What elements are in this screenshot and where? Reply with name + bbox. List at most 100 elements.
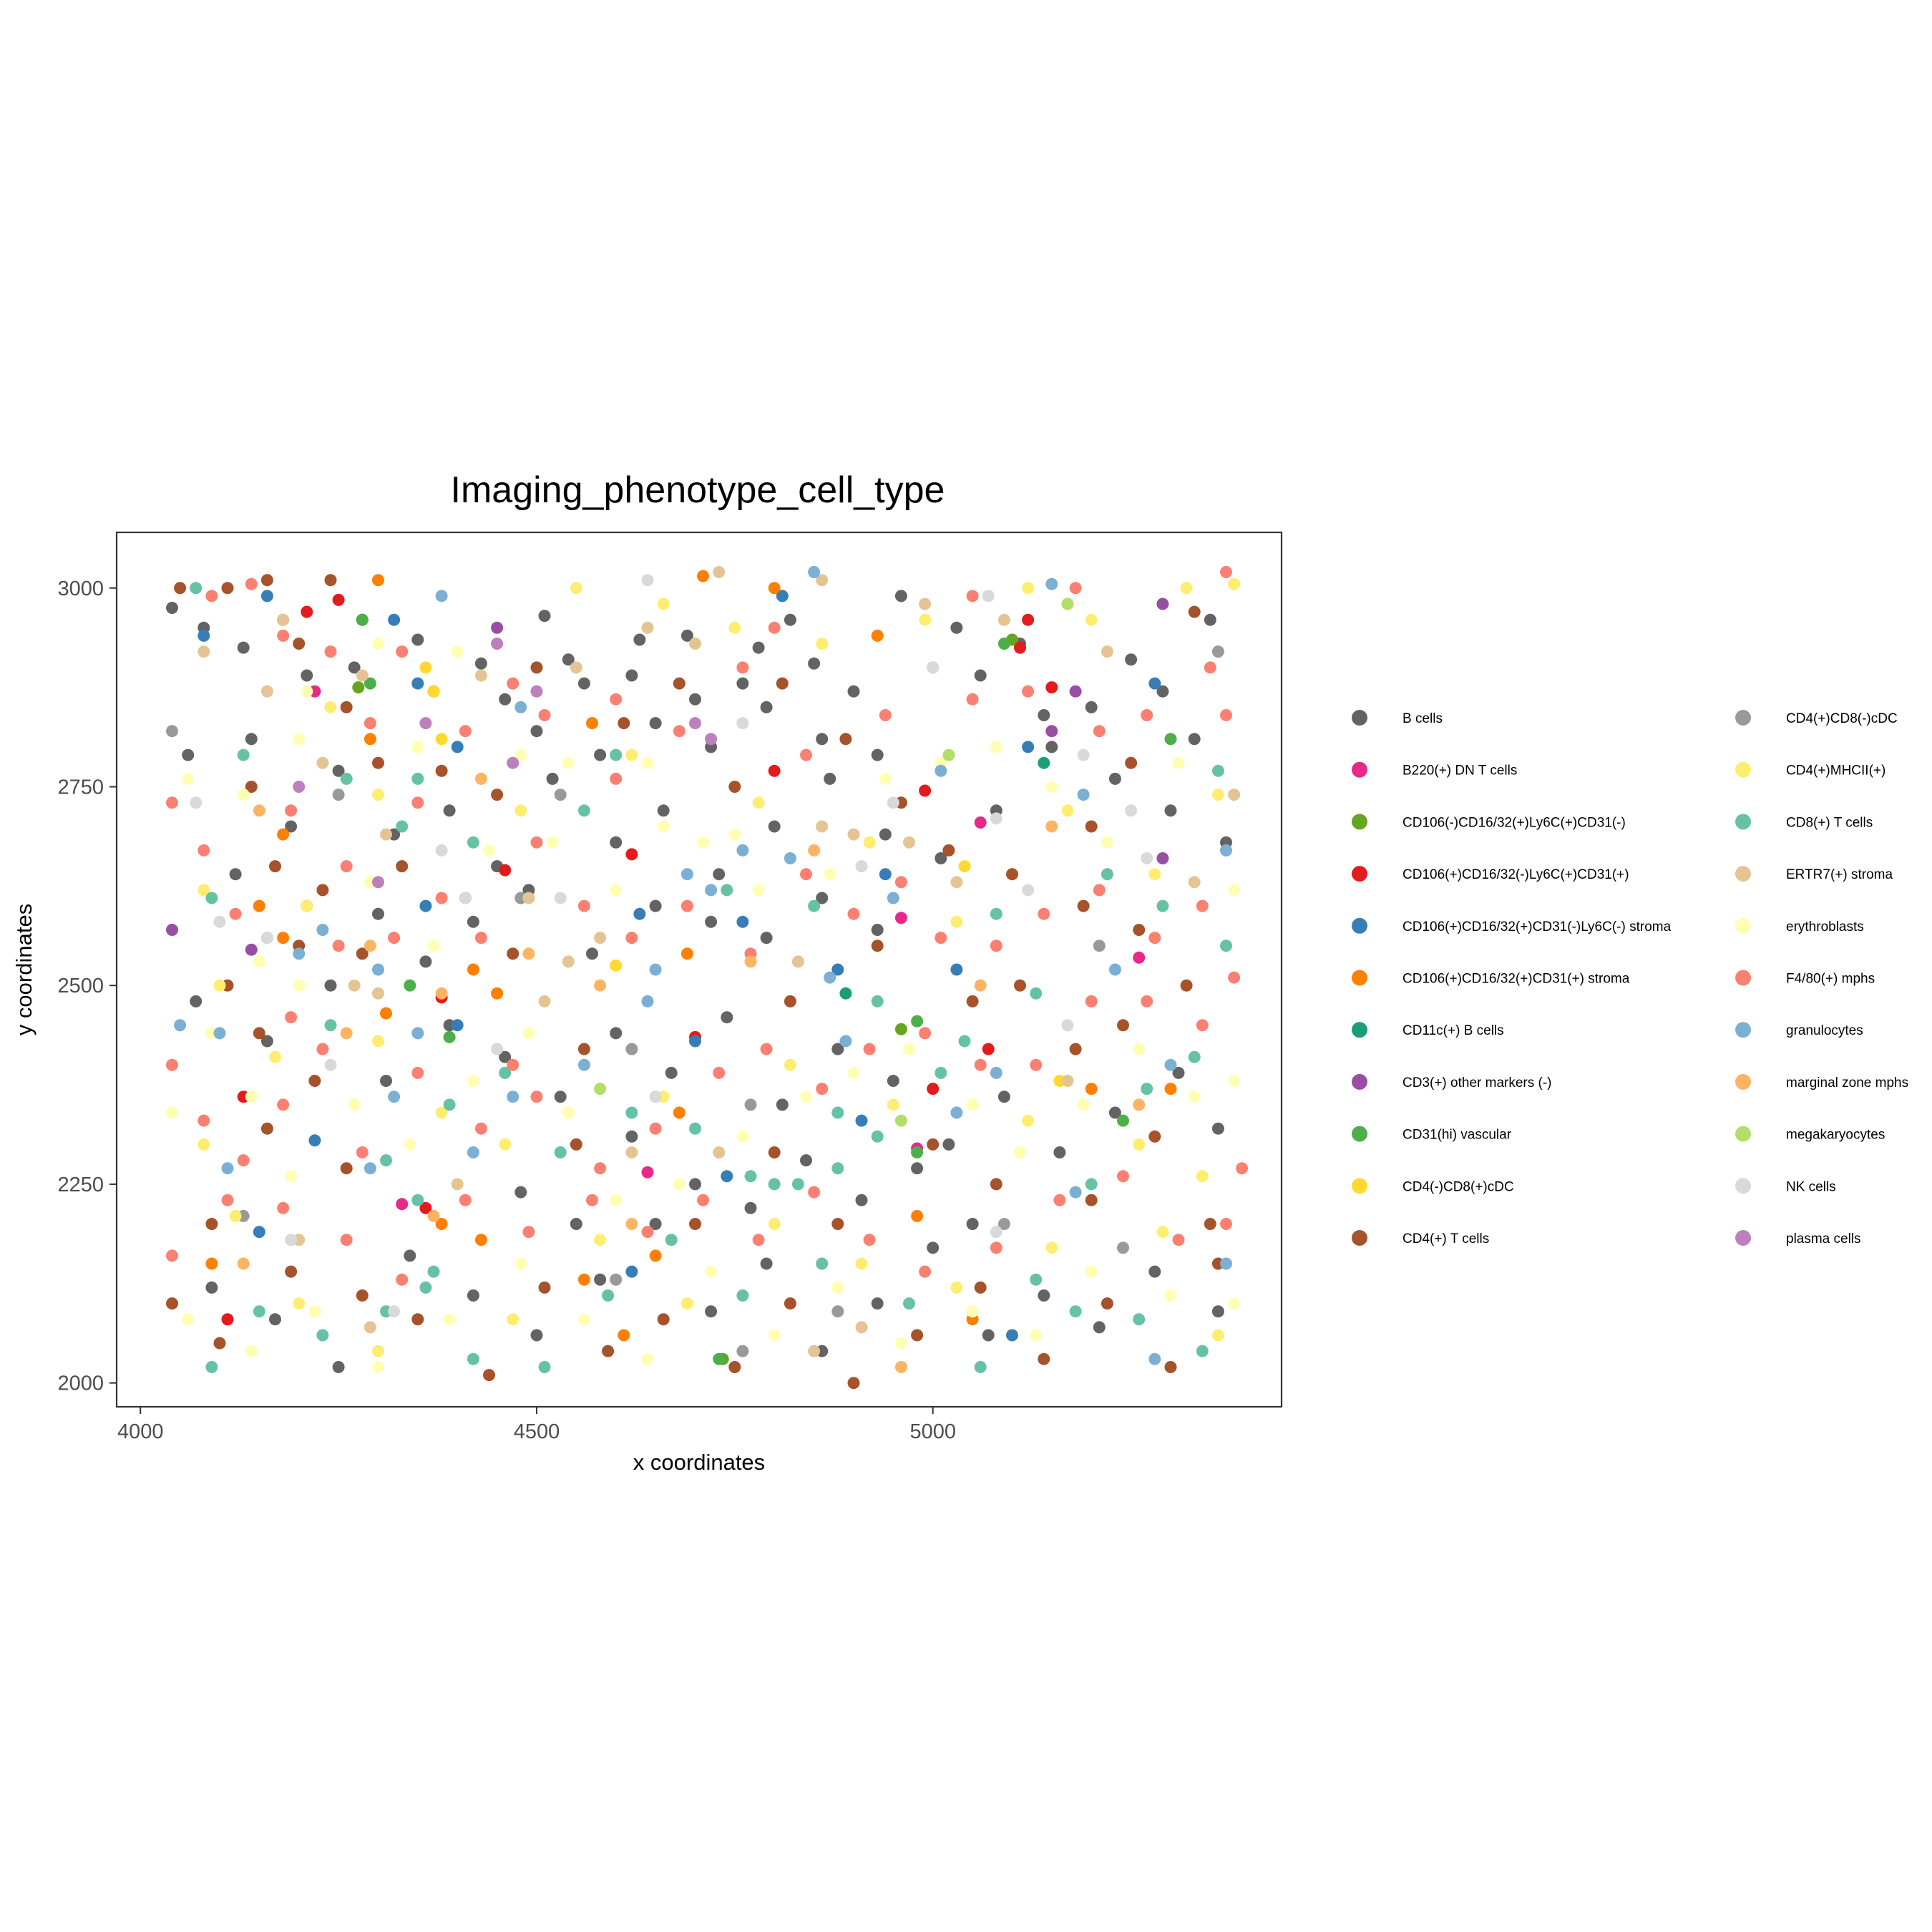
point-marginal-zone-mphs bbox=[237, 1257, 250, 1270]
legend-key-b220-dn-t-cells bbox=[1352, 761, 1367, 778]
legend-key-cd106-cd16-32-ly6c-cd31 bbox=[1352, 866, 1367, 882]
point-cd4-t-cells bbox=[1188, 605, 1201, 618]
point-cd106-cd16-32-cd31-ly6c-stroma bbox=[411, 677, 424, 690]
point-cd106-cd16-32-cd31-stroma bbox=[380, 1007, 392, 1020]
point-cd4-t-cells bbox=[166, 1297, 178, 1310]
point-cd8-t-cells bbox=[1085, 1178, 1098, 1191]
point-f4-80-mphs bbox=[340, 1234, 353, 1246]
point-f4-80-mphs bbox=[919, 1265, 932, 1278]
legend-key-cd106-cd16-32-cd31-stroma bbox=[1352, 970, 1367, 986]
point-f4-80-mphs bbox=[1196, 899, 1209, 912]
point-erythroblasts bbox=[522, 1027, 535, 1040]
point-nk-cells bbox=[649, 1091, 662, 1103]
point-cd8-t-cells bbox=[903, 1297, 915, 1310]
point-granulocytes bbox=[316, 924, 329, 936]
point-cd106-cd16-32-cd31-ly6c-stroma bbox=[419, 899, 432, 912]
point-ertr7-stroma bbox=[689, 638, 701, 650]
point-marginal-zone-mphs bbox=[522, 947, 535, 960]
point-b-cells bbox=[245, 733, 258, 746]
point-f4-80-mphs bbox=[990, 940, 1002, 952]
point-b-cells bbox=[610, 836, 623, 849]
point-cd4-mhcii bbox=[324, 701, 337, 713]
point-cd106-cd16-32-cd31-ly6c-stroma bbox=[721, 1170, 733, 1183]
point-cd8-t-cells bbox=[380, 1154, 392, 1167]
point-b-cells bbox=[594, 1273, 607, 1286]
point-b220-dn-t-cells bbox=[641, 1166, 654, 1179]
point-cd11c-b-cells bbox=[839, 987, 852, 1000]
point-ertr7-stroma bbox=[919, 597, 932, 610]
point-cd4-t-cells bbox=[1125, 756, 1138, 769]
point-cd8-t-cells bbox=[1133, 1313, 1146, 1326]
point-cd8-t-cells bbox=[467, 1352, 479, 1365]
point-cd106-cd16-32-cd31-ly6c-stroma bbox=[855, 1114, 868, 1127]
point-b-cells bbox=[1172, 1066, 1185, 1079]
point-granulocytes bbox=[1069, 1186, 1082, 1199]
point-ertr7-stroma bbox=[855, 1321, 868, 1334]
point-cd4-mhcii bbox=[1211, 789, 1224, 801]
point-b-cells bbox=[966, 1218, 979, 1230]
point-cd4-t-cells bbox=[728, 1361, 741, 1373]
point-cd8-t-cells bbox=[1069, 1305, 1082, 1318]
point-cd4-cd8-cdc bbox=[736, 1345, 749, 1357]
point-b-cells bbox=[1211, 1122, 1224, 1135]
point-erythroblasts bbox=[514, 748, 527, 761]
point-f4-80-mphs bbox=[507, 677, 519, 690]
point-cd8-t-cells bbox=[831, 1106, 844, 1119]
point-erythroblasts bbox=[1077, 1098, 1090, 1111]
point-b-cells bbox=[499, 1050, 512, 1063]
point-b-cells bbox=[610, 1027, 623, 1040]
point-cd4-t-cells bbox=[260, 574, 273, 587]
point-erythroblasts bbox=[285, 1170, 298, 1183]
point-cd4-mhcii bbox=[1211, 1329, 1224, 1342]
point-erythroblasts bbox=[641, 756, 654, 769]
point-granulocytes bbox=[1045, 577, 1058, 590]
point-b220-dn-t-cells bbox=[974, 816, 987, 829]
point-granulocytes bbox=[808, 566, 821, 578]
y-axis-label: y coordinates bbox=[11, 904, 36, 1035]
point-f4-80-mphs bbox=[800, 748, 812, 761]
point-cd106-cd16-32-ly6c-cd31 bbox=[301, 605, 313, 618]
y-tick-label: 3000 bbox=[57, 577, 104, 600]
point-b-cells bbox=[1164, 804, 1177, 817]
point-cd4-mhcii bbox=[213, 979, 226, 992]
point-granulocytes bbox=[784, 852, 796, 864]
point-granulocytes bbox=[514, 701, 527, 713]
point-b-cells bbox=[950, 621, 963, 634]
point-cd4-t-cells bbox=[1085, 1194, 1098, 1206]
point-b-cells bbox=[633, 633, 646, 646]
point-cd4-mhcii bbox=[197, 884, 210, 897]
point-cd4-mhcii bbox=[1045, 1241, 1058, 1254]
point-cd8-t-cells bbox=[253, 1305, 265, 1318]
point-cd106-cd16-32-ly6c-cd31 bbox=[221, 1313, 234, 1326]
point-nk-cells bbox=[982, 590, 995, 602]
point-b-cells bbox=[332, 764, 345, 777]
point-cd4-mhcii bbox=[435, 1106, 448, 1119]
point-erythroblasts bbox=[1228, 1297, 1241, 1310]
point-b-cells bbox=[871, 1297, 884, 1310]
point-b-cells bbox=[935, 852, 947, 864]
point-f4-80-mphs bbox=[894, 876, 907, 889]
point-cd4-t-cells bbox=[784, 1297, 796, 1310]
point-cd4-cd8-cdc bbox=[1117, 1241, 1129, 1254]
point-cd4-cd8-cdc bbox=[427, 685, 440, 698]
point-cd4-mhcii bbox=[855, 1257, 868, 1270]
x-axis-label: x coordinates bbox=[633, 1450, 765, 1475]
point-b-cells bbox=[190, 995, 203, 1008]
point-erythroblasts bbox=[673, 1178, 686, 1191]
point-cd106-cd16-32-ly6c-cd31 bbox=[1045, 681, 1058, 694]
point-cd106-cd16-32-cd31-ly6c-stroma bbox=[1022, 741, 1035, 753]
point-cd8-t-cells bbox=[1101, 868, 1113, 881]
point-f4-80-mphs bbox=[1228, 971, 1241, 984]
point-b220-dn-t-cells bbox=[396, 1198, 409, 1211]
point-cd4-mhcii bbox=[301, 899, 313, 912]
point-cd8-t-cells bbox=[190, 582, 203, 595]
legend-key-cd106-cd16-32-ly6c-cd31 bbox=[1352, 814, 1367, 830]
point-granulocytes bbox=[736, 844, 749, 857]
point-cd3-other-markers bbox=[166, 924, 178, 936]
point-f4-80-mphs bbox=[277, 629, 290, 642]
point-f4-80-mphs bbox=[166, 1058, 178, 1071]
point-cd31-hi-vascular bbox=[713, 1352, 726, 1365]
point-erythroblasts bbox=[166, 1106, 178, 1119]
point-marginal-zone-mphs bbox=[744, 955, 757, 968]
point-granulocytes bbox=[1220, 844, 1232, 857]
